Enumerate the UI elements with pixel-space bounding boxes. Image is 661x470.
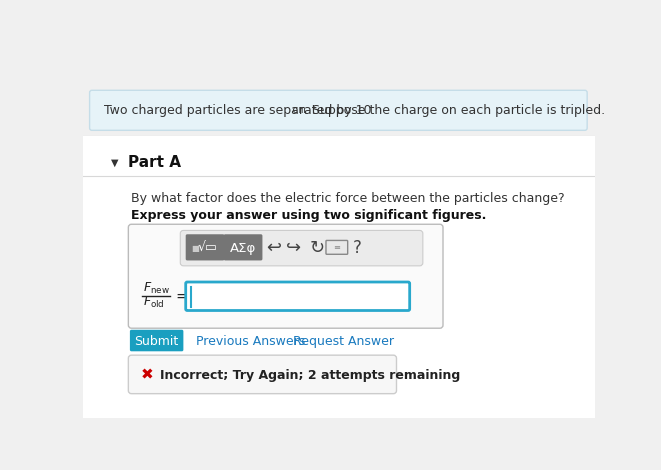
Text: Submit: Submit	[134, 335, 178, 348]
Text: Two charged particles are separated by 10: Two charged particles are separated by 1…	[104, 104, 376, 117]
Text: ?: ?	[352, 239, 362, 257]
Text: $F_{\mathrm{old}}$: $F_{\mathrm{old}}$	[143, 295, 165, 310]
FancyBboxPatch shape	[186, 282, 410, 311]
Text: ■: ■	[191, 243, 199, 253]
Text: $F_{\mathrm{new}}$: $F_{\mathrm{new}}$	[143, 282, 170, 297]
FancyBboxPatch shape	[128, 355, 397, 394]
FancyBboxPatch shape	[180, 230, 423, 266]
Text: ▼: ▼	[112, 157, 119, 168]
Text: =: =	[176, 289, 188, 303]
Text: Part A: Part A	[128, 155, 180, 170]
Text: ≡: ≡	[333, 243, 340, 252]
FancyBboxPatch shape	[326, 241, 348, 254]
Text: . Suppose the charge on each particle is tripled.: . Suppose the charge on each particle is…	[303, 104, 605, 117]
Text: √▭: √▭	[198, 241, 217, 254]
FancyBboxPatch shape	[90, 90, 587, 130]
Text: ↩: ↩	[266, 239, 281, 257]
FancyBboxPatch shape	[186, 234, 225, 260]
Text: cm: cm	[292, 105, 305, 115]
Text: AΣφ: AΣφ	[230, 242, 256, 255]
Text: By what factor does the electric force between the particles change?: By what factor does the electric force b…	[132, 192, 565, 204]
Bar	[83, 136, 595, 418]
Text: ↻: ↻	[309, 239, 325, 257]
Text: Previous Answers: Previous Answers	[196, 335, 305, 348]
FancyBboxPatch shape	[130, 330, 183, 351]
Text: Express your answer using two significant figures.: Express your answer using two significan…	[132, 209, 486, 222]
FancyBboxPatch shape	[128, 224, 443, 328]
Text: Request Answer: Request Answer	[293, 335, 395, 348]
Text: ✖: ✖	[141, 368, 153, 383]
Text: Incorrect; Try Again; 2 attempts remaining: Incorrect; Try Again; 2 attempts remaini…	[160, 368, 460, 382]
Text: ↪: ↪	[286, 239, 301, 257]
FancyBboxPatch shape	[223, 234, 262, 260]
